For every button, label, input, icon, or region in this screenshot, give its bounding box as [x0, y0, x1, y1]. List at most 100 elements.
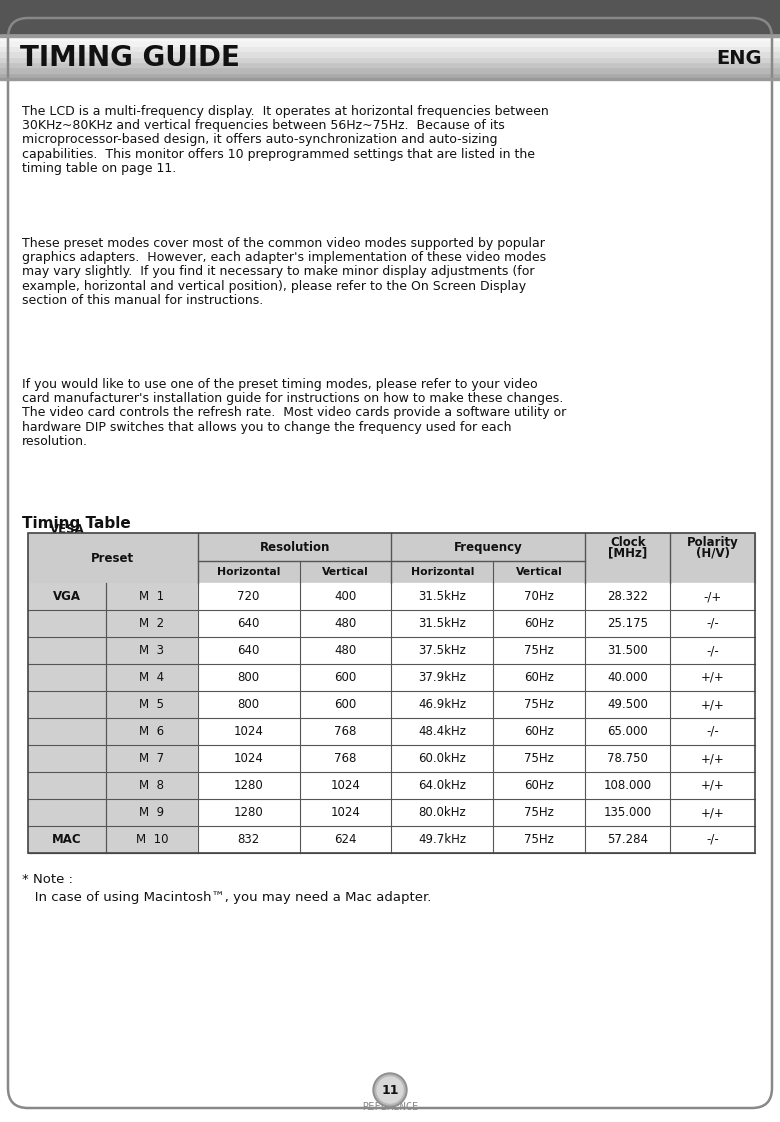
Bar — [28, 637, 197, 664]
Bar — [28, 583, 197, 610]
Bar — [0, 0, 780, 35]
Text: hardware DIP switches that allows you to change the frequency used for each: hardware DIP switches that allows you to… — [22, 421, 512, 433]
Text: 800: 800 — [238, 698, 260, 711]
Text: 64.0kHz: 64.0kHz — [418, 779, 466, 792]
Text: 400: 400 — [335, 590, 356, 603]
Text: M  4: M 4 — [139, 671, 165, 684]
Text: TIMING GUIDE: TIMING GUIDE — [20, 44, 240, 72]
Text: 75Hz: 75Hz — [524, 752, 555, 765]
Text: graphics adapters.  However, each adapter's implementation of these video modes: graphics adapters. However, each adapter… — [22, 251, 546, 264]
Text: 600: 600 — [335, 698, 356, 711]
Bar — [28, 691, 197, 718]
Text: Horizontal: Horizontal — [217, 567, 280, 577]
Text: +/+: +/+ — [700, 752, 725, 765]
Text: 11: 11 — [381, 1084, 399, 1096]
Bar — [0, 79, 780, 80]
Bar — [0, 35, 780, 40]
Text: 31.500: 31.500 — [608, 644, 648, 657]
Text: M  2: M 2 — [139, 617, 165, 629]
Text: +/+: +/+ — [700, 698, 725, 711]
Text: M  3: M 3 — [140, 644, 165, 657]
Text: Horizontal: Horizontal — [411, 567, 474, 577]
Text: 70Hz: 70Hz — [524, 590, 555, 603]
Text: -/-: -/- — [706, 644, 719, 657]
Bar — [0, 56, 780, 62]
Text: ENG: ENG — [716, 48, 762, 67]
Text: section of this manual for instructions.: section of this manual for instructions. — [22, 294, 264, 306]
Text: may vary slightly.  If you find it necessary to make minor display adjustments (: may vary slightly. If you find it necess… — [22, 266, 534, 278]
Bar — [0, 72, 780, 79]
Text: MAC: MAC — [52, 833, 82, 846]
Text: Frequency: Frequency — [454, 541, 523, 553]
Text: 800: 800 — [238, 671, 260, 684]
Text: 60Hz: 60Hz — [524, 725, 555, 738]
Text: M  1: M 1 — [139, 590, 165, 603]
Text: M  9: M 9 — [139, 806, 165, 819]
Text: resolution.: resolution. — [22, 435, 88, 448]
Text: (H/V): (H/V) — [696, 546, 729, 560]
Text: 640: 640 — [237, 644, 260, 657]
Text: 25.175: 25.175 — [607, 617, 648, 629]
Text: 720: 720 — [237, 590, 260, 603]
Text: 75Hz: 75Hz — [524, 644, 555, 657]
Text: Polarity: Polarity — [686, 535, 739, 549]
Text: [MHz]: [MHz] — [608, 546, 647, 560]
Text: 37.9kHz: 37.9kHz — [418, 671, 466, 684]
Text: M  6: M 6 — [139, 725, 165, 738]
Text: -/-: -/- — [706, 617, 719, 629]
Text: The LCD is a multi-frequency display.  It operates at horizontal frequencies bet: The LCD is a multi-frequency display. It… — [22, 105, 549, 118]
Text: example, horizontal and vertical position), please refer to the On Screen Displa: example, horizontal and vertical positio… — [22, 279, 526, 293]
Text: Vertical: Vertical — [322, 567, 369, 577]
Bar — [197, 826, 755, 853]
Bar — [197, 745, 755, 772]
Text: 480: 480 — [335, 644, 356, 657]
Text: 80.0kHz: 80.0kHz — [419, 806, 466, 819]
Circle shape — [373, 1073, 407, 1107]
Text: 57.284: 57.284 — [607, 833, 648, 846]
Text: 624: 624 — [335, 833, 356, 846]
Text: Timing Table: Timing Table — [22, 516, 131, 531]
Text: These preset modes cover most of the common video modes supported by popular: These preset modes cover most of the com… — [22, 237, 545, 250]
Circle shape — [375, 1075, 405, 1105]
Text: 135.000: 135.000 — [604, 806, 652, 819]
Bar — [28, 826, 197, 853]
Text: 48.4kHz: 48.4kHz — [418, 725, 466, 738]
Text: REFERENCE: REFERENCE — [362, 1102, 418, 1112]
Text: 60Hz: 60Hz — [524, 671, 555, 684]
Bar — [197, 637, 755, 664]
Text: 28.322: 28.322 — [607, 590, 648, 603]
Text: In case of using Macintosh™, you may need a Mac adapter.: In case of using Macintosh™, you may nee… — [22, 891, 431, 904]
Text: M  5: M 5 — [140, 698, 165, 711]
Text: 480: 480 — [335, 617, 356, 629]
Bar — [28, 533, 755, 853]
Bar — [197, 772, 755, 799]
Text: VGA: VGA — [53, 590, 81, 603]
Text: timing table on page 11.: timing table on page 11. — [22, 162, 176, 175]
Text: 1024: 1024 — [331, 806, 360, 819]
Bar — [0, 50, 780, 56]
Text: 60Hz: 60Hz — [524, 617, 555, 629]
Text: 108.000: 108.000 — [604, 779, 652, 792]
Text: 640: 640 — [237, 617, 260, 629]
Bar — [28, 799, 197, 826]
Bar — [197, 610, 755, 637]
Text: Vertical: Vertical — [516, 567, 562, 577]
Text: 75Hz: 75Hz — [524, 698, 555, 711]
Text: If you would like to use one of the preset timing modes, please refer to your vi: If you would like to use one of the pres… — [22, 378, 537, 390]
Text: 65.000: 65.000 — [608, 725, 648, 738]
Bar — [28, 718, 197, 745]
Text: 31.5kHz: 31.5kHz — [419, 590, 466, 603]
Text: Preset: Preset — [91, 552, 134, 564]
Text: 1024: 1024 — [234, 752, 264, 765]
Bar — [28, 772, 197, 799]
Text: 49.500: 49.500 — [608, 698, 648, 711]
Text: The video card controls the refresh rate.  Most video cards provide a software u: The video card controls the refresh rate… — [22, 406, 566, 420]
Bar — [28, 610, 197, 637]
Bar — [0, 66, 780, 73]
Text: capabilities.  This monitor offers 10 preprogrammed settings that are listed in : capabilities. This monitor offers 10 pre… — [22, 148, 535, 160]
Text: 37.5kHz: 37.5kHz — [419, 644, 466, 657]
Text: VESA: VESA — [49, 523, 84, 535]
Text: 40.000: 40.000 — [608, 671, 648, 684]
Bar — [28, 533, 755, 583]
Text: 49.7kHz: 49.7kHz — [418, 833, 466, 846]
